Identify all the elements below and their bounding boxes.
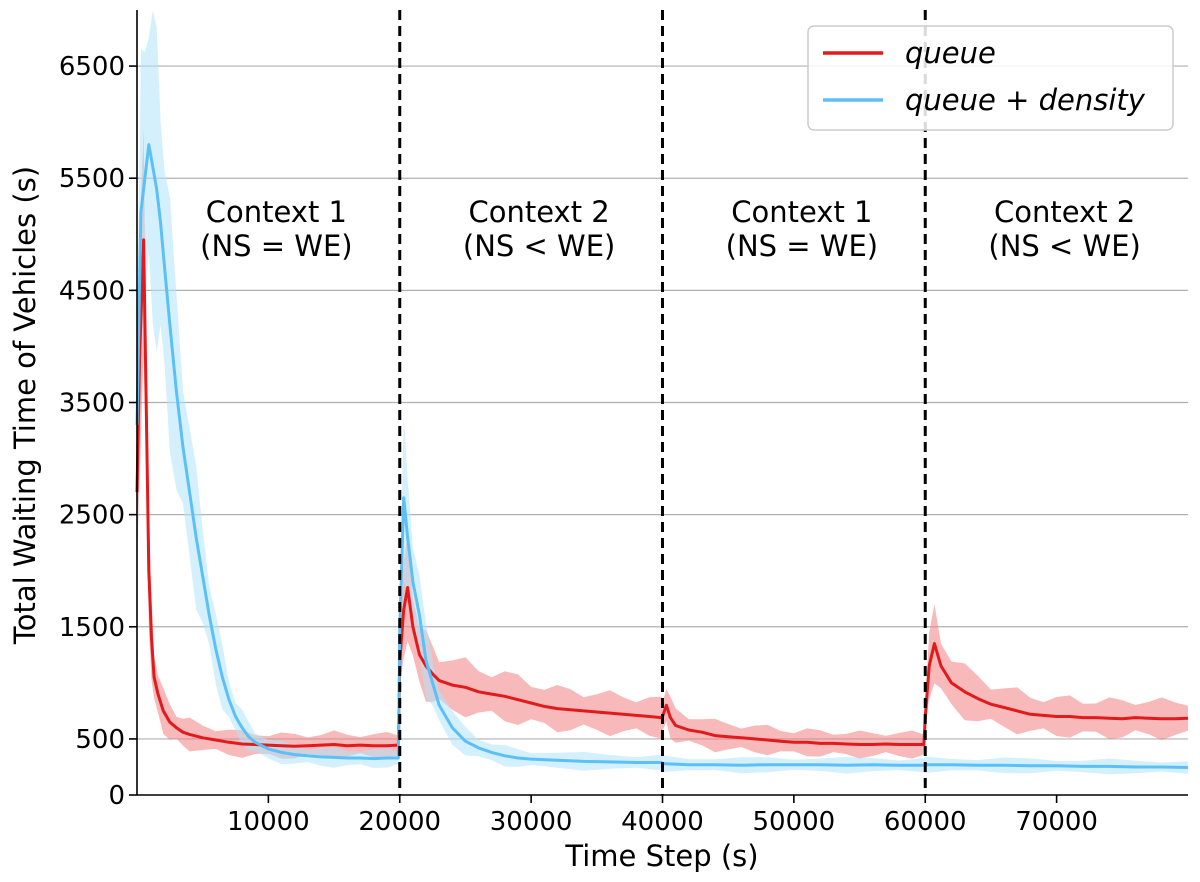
legend-box <box>807 25 1174 131</box>
context-condition-2: (NS = WE) <box>726 229 878 263</box>
legend-label-queue: queue <box>905 36 996 70</box>
y-tick-label-1500: 1500 <box>59 613 125 643</box>
series-lines <box>135 143 1189 769</box>
line-series-0 <box>135 238 1189 748</box>
context-title-3: Context 2 <box>994 195 1135 229</box>
x-tick-label-20000: 20000 <box>358 807 441 837</box>
y-tick-label-4500: 4500 <box>59 276 125 306</box>
x-tick-label-50000: 50000 <box>753 807 836 837</box>
y-tick-label-6500: 6500 <box>59 52 125 82</box>
context-title-0: Context 1 <box>206 195 347 229</box>
y-tick-label-500: 500 <box>75 725 125 755</box>
y-tick-label-2500: 2500 <box>59 501 125 531</box>
y-axis-label: Total Waiting Time of Vehicles (s) <box>8 166 42 645</box>
x-tick-label-30000: 30000 <box>490 807 573 837</box>
context-annotations: Context 1(NS = WE)Context 2(NS < WE)Cont… <box>200 195 1141 263</box>
context-title-2: Context 1 <box>731 195 872 229</box>
tick-labels: 0 500 1500 2500 3500 4500 5500 6500 10000 20000 30… <box>59 52 1098 837</box>
context-boundaries <box>398 10 927 795</box>
x-axis-label: Time Step (s) <box>564 839 758 873</box>
y-tick-label-5500: 5500 <box>59 164 125 194</box>
y-tick-label-3500: 3500 <box>59 389 125 419</box>
x-tick-label-40000: 40000 <box>621 807 704 837</box>
x-tick-label-10000: 10000 <box>227 807 310 837</box>
x-tick-label-60000: 60000 <box>884 807 967 837</box>
legend: queue queue + density <box>807 25 1174 131</box>
line-series-1 <box>135 143 1189 769</box>
context-condition-3: (NS < WE) <box>988 229 1140 263</box>
context-title-1: Context 2 <box>468 195 609 229</box>
y-tick-label-0: 0 <box>108 781 125 811</box>
context-condition-0: (NS = WE) <box>200 229 352 263</box>
x-tick-label-70000: 70000 <box>1015 807 1098 837</box>
legend-label-queue-density: queue + density <box>905 83 1146 117</box>
context-condition-1: (NS < WE) <box>463 229 615 263</box>
